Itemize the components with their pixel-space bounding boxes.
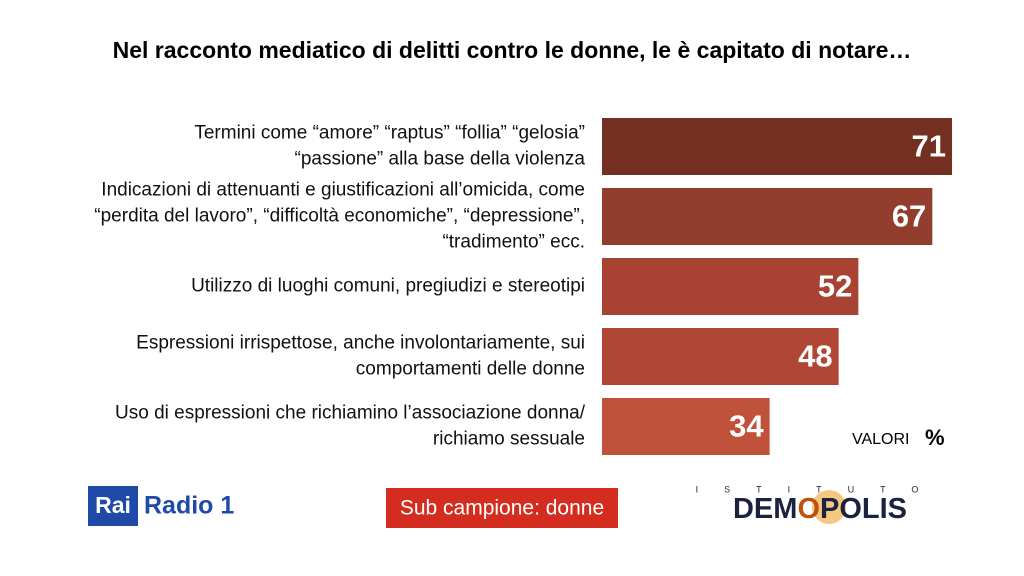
category-label: “perdita del lavoro”, “difficoltà econom… xyxy=(94,206,585,227)
value-label: 48 xyxy=(798,339,832,374)
category-label: richiamo sessuale xyxy=(433,429,585,450)
category-label: Espressioni irrispettose, anche involont… xyxy=(136,333,585,354)
value-label: 67 xyxy=(892,199,926,234)
category-label: Termini come “amore” “raptus” “follia” “… xyxy=(194,123,585,144)
bar xyxy=(602,398,770,455)
unit-note: VALORI xyxy=(852,431,910,448)
category-label: “passione” alla base della violenza xyxy=(295,149,586,170)
value-label: 71 xyxy=(912,129,946,164)
istituto: ISTITUTO xyxy=(696,484,945,494)
rai-logo: Rai xyxy=(95,492,131,518)
note: Sub campione: donne xyxy=(400,497,604,520)
rai-box xyxy=(88,486,138,526)
category-label: Utilizzo di luoghi comuni, pregiudizi e … xyxy=(191,276,585,297)
bar xyxy=(602,258,859,315)
category-label: Uso di espressioni che richiamino l’asso… xyxy=(115,403,586,424)
bar xyxy=(602,188,933,245)
chart-title: Nel racconto mediatico di delitti contro… xyxy=(113,37,912,63)
radio-logo: Radio 1 xyxy=(144,492,234,520)
category-label: comportamenti delle donne xyxy=(356,359,585,380)
note-box xyxy=(386,488,618,528)
value-label: 52 xyxy=(818,269,852,304)
category-label: Indicazioni di attenuanti e giustificazi… xyxy=(101,180,585,201)
category-label: “tradimento” ecc. xyxy=(442,232,585,253)
sun xyxy=(812,490,846,524)
demopolis: DEMOPOLIS xyxy=(733,493,907,525)
unit: % xyxy=(925,425,945,450)
value-label: 34 xyxy=(729,409,764,444)
bar xyxy=(602,328,839,385)
bar xyxy=(602,118,953,175)
